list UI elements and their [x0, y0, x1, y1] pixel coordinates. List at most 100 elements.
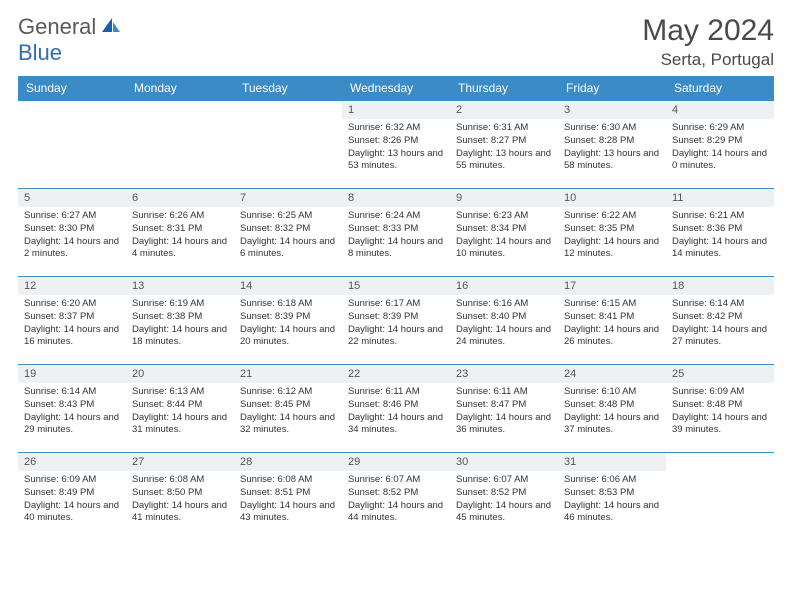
- calendar-week-row: 12Sunrise: 6:20 AMSunset: 8:37 PMDayligh…: [18, 277, 774, 365]
- calendar-day-cell: 13Sunrise: 6:19 AMSunset: 8:38 PMDayligh…: [126, 277, 234, 365]
- calendar-day-cell: 5Sunrise: 6:27 AMSunset: 8:30 PMDaylight…: [18, 189, 126, 277]
- day-details: Sunrise: 6:14 AMSunset: 8:42 PMDaylight:…: [666, 295, 774, 353]
- calendar-day-cell: 29Sunrise: 6:07 AMSunset: 8:52 PMDayligh…: [342, 453, 450, 541]
- day-number: 19: [18, 365, 126, 383]
- calendar-table: SundayMondayTuesdayWednesdayThursdayFrid…: [18, 76, 774, 541]
- day-details: Sunrise: 6:11 AMSunset: 8:47 PMDaylight:…: [450, 383, 558, 441]
- calendar-day-cell: 3Sunrise: 6:30 AMSunset: 8:28 PMDaylight…: [558, 101, 666, 189]
- day-details: Sunrise: 6:10 AMSunset: 8:48 PMDaylight:…: [558, 383, 666, 441]
- calendar-day-cell: [18, 101, 126, 189]
- day-number: 24: [558, 365, 666, 383]
- day-number: 2: [450, 101, 558, 119]
- calendar-day-cell: 31Sunrise: 6:06 AMSunset: 8:53 PMDayligh…: [558, 453, 666, 541]
- day-details: Sunrise: 6:20 AMSunset: 8:37 PMDaylight:…: [18, 295, 126, 353]
- day-number: 27: [126, 453, 234, 471]
- calendar-day-cell: 18Sunrise: 6:14 AMSunset: 8:42 PMDayligh…: [666, 277, 774, 365]
- day-details: Sunrise: 6:12 AMSunset: 8:45 PMDaylight:…: [234, 383, 342, 441]
- day-number: 29: [342, 453, 450, 471]
- day-number: 16: [450, 277, 558, 295]
- calendar-day-cell: 26Sunrise: 6:09 AMSunset: 8:49 PMDayligh…: [18, 453, 126, 541]
- calendar-day-cell: 12Sunrise: 6:20 AMSunset: 8:37 PMDayligh…: [18, 277, 126, 365]
- day-details: Sunrise: 6:29 AMSunset: 8:29 PMDaylight:…: [666, 119, 774, 177]
- day-details: Sunrise: 6:15 AMSunset: 8:41 PMDaylight:…: [558, 295, 666, 353]
- day-details: Sunrise: 6:08 AMSunset: 8:51 PMDaylight:…: [234, 471, 342, 529]
- day-details: Sunrise: 6:19 AMSunset: 8:38 PMDaylight:…: [126, 295, 234, 353]
- calendar-day-cell: 14Sunrise: 6:18 AMSunset: 8:39 PMDayligh…: [234, 277, 342, 365]
- day-details: Sunrise: 6:07 AMSunset: 8:52 PMDaylight:…: [450, 471, 558, 529]
- day-number: 17: [558, 277, 666, 295]
- month-title: May 2024: [642, 14, 774, 48]
- calendar-day-cell: 10Sunrise: 6:22 AMSunset: 8:35 PMDayligh…: [558, 189, 666, 277]
- calendar-day-cell: 30Sunrise: 6:07 AMSunset: 8:52 PMDayligh…: [450, 453, 558, 541]
- day-details: Sunrise: 6:09 AMSunset: 8:49 PMDaylight:…: [18, 471, 126, 529]
- logo: General: [18, 14, 124, 40]
- day-details: Sunrise: 6:23 AMSunset: 8:34 PMDaylight:…: [450, 207, 558, 265]
- day-number: 7: [234, 189, 342, 207]
- header: General May 2024 Serta, Portugal: [18, 14, 774, 70]
- day-details: Sunrise: 6:08 AMSunset: 8:50 PMDaylight:…: [126, 471, 234, 529]
- day-details: Sunrise: 6:22 AMSunset: 8:35 PMDaylight:…: [558, 207, 666, 265]
- weekday-header: Friday: [558, 76, 666, 101]
- day-number: 3: [558, 101, 666, 119]
- day-number: 11: [666, 189, 774, 207]
- calendar-day-cell: 23Sunrise: 6:11 AMSunset: 8:47 PMDayligh…: [450, 365, 558, 453]
- day-details: Sunrise: 6:31 AMSunset: 8:27 PMDaylight:…: [450, 119, 558, 177]
- day-number: 4: [666, 101, 774, 119]
- day-details: Sunrise: 6:06 AMSunset: 8:53 PMDaylight:…: [558, 471, 666, 529]
- calendar-day-cell: 21Sunrise: 6:12 AMSunset: 8:45 PMDayligh…: [234, 365, 342, 453]
- day-details: Sunrise: 6:17 AMSunset: 8:39 PMDaylight:…: [342, 295, 450, 353]
- day-number: 20: [126, 365, 234, 383]
- calendar-day-cell: 2Sunrise: 6:31 AMSunset: 8:27 PMDaylight…: [450, 101, 558, 189]
- calendar-day-cell: 11Sunrise: 6:21 AMSunset: 8:36 PMDayligh…: [666, 189, 774, 277]
- day-details: Sunrise: 6:24 AMSunset: 8:33 PMDaylight:…: [342, 207, 450, 265]
- day-number: 9: [450, 189, 558, 207]
- day-details: Sunrise: 6:07 AMSunset: 8:52 PMDaylight:…: [342, 471, 450, 529]
- day-number: 21: [234, 365, 342, 383]
- weekday-header: Saturday: [666, 76, 774, 101]
- title-block: May 2024 Serta, Portugal: [642, 14, 774, 70]
- day-details: Sunrise: 6:09 AMSunset: 8:48 PMDaylight:…: [666, 383, 774, 441]
- calendar-day-cell: 9Sunrise: 6:23 AMSunset: 8:34 PMDaylight…: [450, 189, 558, 277]
- calendar-day-cell: 19Sunrise: 6:14 AMSunset: 8:43 PMDayligh…: [18, 365, 126, 453]
- calendar-day-cell: 27Sunrise: 6:08 AMSunset: 8:50 PMDayligh…: [126, 453, 234, 541]
- day-number: 30: [450, 453, 558, 471]
- calendar-day-cell: 22Sunrise: 6:11 AMSunset: 8:46 PMDayligh…: [342, 365, 450, 453]
- calendar-day-cell: 16Sunrise: 6:16 AMSunset: 8:40 PMDayligh…: [450, 277, 558, 365]
- sail-icon: [100, 16, 122, 39]
- day-number: 1: [342, 101, 450, 119]
- day-details: Sunrise: 6:14 AMSunset: 8:43 PMDaylight:…: [18, 383, 126, 441]
- weekday-header: Thursday: [450, 76, 558, 101]
- calendar-day-cell: 17Sunrise: 6:15 AMSunset: 8:41 PMDayligh…: [558, 277, 666, 365]
- day-number: 28: [234, 453, 342, 471]
- weekday-header-row: SundayMondayTuesdayWednesdayThursdayFrid…: [18, 76, 774, 101]
- day-number: 26: [18, 453, 126, 471]
- day-number: 5: [18, 189, 126, 207]
- logo-text-blue: Blue: [18, 40, 62, 65]
- day-details: Sunrise: 6:32 AMSunset: 8:26 PMDaylight:…: [342, 119, 450, 177]
- calendar-day-cell: 15Sunrise: 6:17 AMSunset: 8:39 PMDayligh…: [342, 277, 450, 365]
- day-number: 8: [342, 189, 450, 207]
- day-number: 14: [234, 277, 342, 295]
- day-number: 15: [342, 277, 450, 295]
- day-number: 23: [450, 365, 558, 383]
- calendar-day-cell: 8Sunrise: 6:24 AMSunset: 8:33 PMDaylight…: [342, 189, 450, 277]
- day-details: Sunrise: 6:27 AMSunset: 8:30 PMDaylight:…: [18, 207, 126, 265]
- day-details: Sunrise: 6:25 AMSunset: 8:32 PMDaylight:…: [234, 207, 342, 265]
- day-number: 13: [126, 277, 234, 295]
- day-number: 18: [666, 277, 774, 295]
- calendar-week-row: 1Sunrise: 6:32 AMSunset: 8:26 PMDaylight…: [18, 101, 774, 189]
- weekday-header: Monday: [126, 76, 234, 101]
- day-number: 31: [558, 453, 666, 471]
- weekday-header: Wednesday: [342, 76, 450, 101]
- day-details: Sunrise: 6:21 AMSunset: 8:36 PMDaylight:…: [666, 207, 774, 265]
- calendar-day-cell: [666, 453, 774, 541]
- weekday-header: Sunday: [18, 76, 126, 101]
- day-details: Sunrise: 6:16 AMSunset: 8:40 PMDaylight:…: [450, 295, 558, 353]
- day-number: 10: [558, 189, 666, 207]
- day-number: 6: [126, 189, 234, 207]
- calendar-week-row: 19Sunrise: 6:14 AMSunset: 8:43 PMDayligh…: [18, 365, 774, 453]
- calendar-day-cell: 6Sunrise: 6:26 AMSunset: 8:31 PMDaylight…: [126, 189, 234, 277]
- location: Serta, Portugal: [642, 50, 774, 70]
- weekday-header: Tuesday: [234, 76, 342, 101]
- calendar-day-cell: 24Sunrise: 6:10 AMSunset: 8:48 PMDayligh…: [558, 365, 666, 453]
